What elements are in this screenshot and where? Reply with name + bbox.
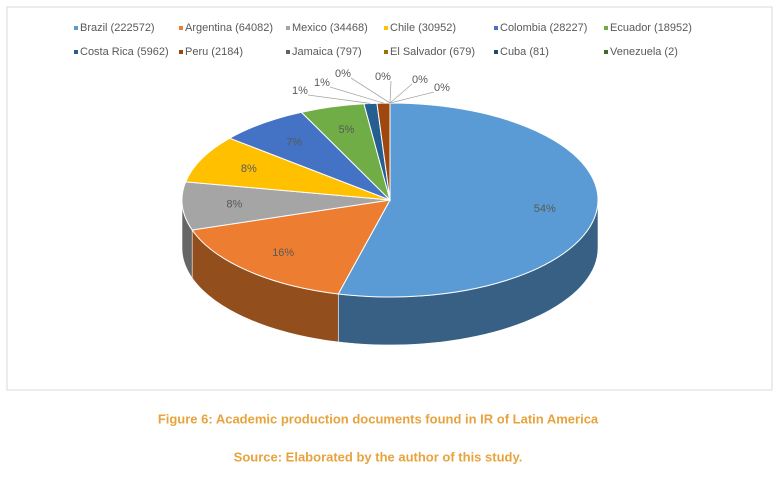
legend-swatch [604, 26, 608, 30]
legend-label: Venezuela (2) [610, 46, 678, 58]
legend-label: El Salvador (679) [390, 46, 475, 58]
data-label: 5% [339, 124, 355, 136]
legend-label: Ecuador (18952) [610, 22, 692, 34]
legend-label: Cuba (81) [500, 46, 549, 58]
data-label: 0% [335, 68, 351, 80]
data-label: 7% [286, 136, 302, 148]
legend-label: Costa Rica (5962) [80, 46, 169, 58]
pie-slice [191, 199, 391, 295]
source: Source: Elaborated by the author of this… [234, 449, 523, 464]
data-label: 8% [226, 198, 242, 210]
legend-label: Colombia (28227) [500, 22, 587, 34]
legend-swatch [384, 26, 388, 30]
legend-label: Mexico (34468) [292, 22, 368, 34]
data-label: 0% [412, 74, 428, 86]
leader-line [350, 77, 391, 104]
data-label: 16% [272, 247, 294, 259]
pie-slice [337, 102, 599, 298]
leader-line [389, 83, 413, 104]
legend-label: Chile (30952) [390, 22, 456, 34]
legend-label: Argentina (64082) [185, 22, 273, 34]
legend-swatch [179, 50, 183, 54]
legend-swatch [384, 50, 388, 54]
legend-label: Peru (2184) [185, 46, 243, 58]
legend-swatch [604, 50, 608, 54]
legend-label: Brazil (222572) [80, 22, 155, 34]
pie-slice [181, 181, 391, 231]
legend-swatch [286, 50, 290, 54]
legend-swatch [286, 26, 290, 30]
leader-line [329, 86, 384, 104]
legend-swatch [494, 50, 498, 54]
legend-swatch [74, 26, 78, 30]
data-label: 0% [375, 71, 391, 83]
legend-swatch [179, 26, 183, 30]
data-label: 1% [314, 77, 330, 89]
caption: Figure 6: Academic production documents … [158, 411, 599, 426]
legend-swatch [494, 26, 498, 30]
legend-label: Jamaica (797) [292, 46, 362, 58]
leader-line [307, 94, 371, 104]
data-label: 8% [241, 163, 257, 175]
data-label: 54% [534, 203, 556, 215]
legend-swatch [74, 50, 78, 54]
pie-slice [184, 137, 391, 201]
leader-line [389, 91, 435, 104]
data-label: 0% [434, 82, 450, 94]
data-label: 1% [292, 85, 308, 97]
leader-line [389, 80, 392, 104]
